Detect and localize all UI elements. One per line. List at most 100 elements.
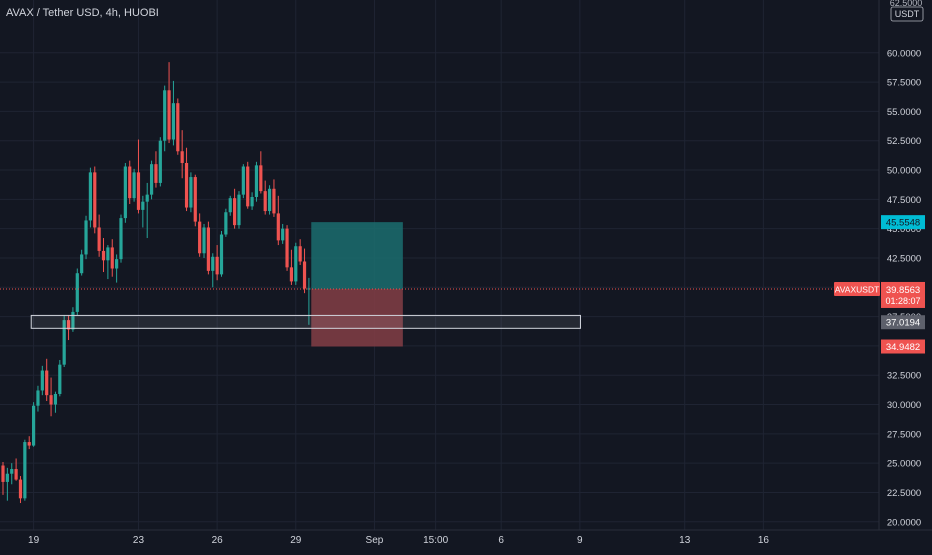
candle [198, 213, 202, 257]
price-tick-label: 22.5000 [887, 488, 921, 499]
currency-label-box[interactable] [890, 6, 924, 22]
candle-body [106, 247, 110, 261]
time-axis[interactable]: 19 23 26 29 Sep 15:00 6 9 13 16 [28, 535, 769, 546]
candle-body [1, 465, 5, 482]
candle-body [110, 247, 114, 269]
candle-body [250, 196, 254, 207]
candle-body [206, 227, 210, 271]
candle-body [101, 250, 106, 261]
candle [154, 151, 158, 188]
candle-body [176, 103, 180, 152]
candle [193, 174, 197, 227]
candle-body [259, 165, 263, 192]
candle-body [80, 254, 84, 274]
candle-body [49, 395, 53, 405]
candle [219, 230, 224, 277]
candle [176, 98, 180, 155]
candle-body [154, 164, 158, 183]
candle [66, 315, 71, 341]
price-tick-label: 20.0000 [887, 517, 921, 528]
candle-body [145, 194, 149, 202]
candle [10, 463, 14, 485]
candle-body [62, 320, 66, 365]
time-tick-label: 29 [290, 535, 302, 546]
last-price-bg [881, 281, 925, 308]
candle [302, 248, 307, 294]
candle [18, 476, 23, 504]
candle-body [167, 90, 171, 140]
candle-body [215, 256, 219, 275]
price-tick-label: 60.0000 [887, 48, 921, 59]
candle-body [45, 370, 49, 396]
candle [285, 225, 289, 271]
time-tick-label: 16 [758, 535, 770, 546]
candle [115, 254, 119, 283]
price-tick-label: 52.5000 [887, 136, 921, 147]
price-tick-label: 27.5000 [887, 429, 921, 440]
candle-body [128, 166, 132, 199]
candle [163, 85, 167, 152]
position-zones [311, 222, 403, 347]
candle [307, 277, 311, 325]
candle [237, 191, 241, 229]
candle-body [31, 405, 36, 446]
symbol-tag-label: AVAXUSDT [835, 284, 880, 294]
price-tick-label: 57.5000 [887, 78, 921, 89]
time-tick-label: 26 [212, 535, 224, 546]
candle [263, 180, 267, 215]
candle-body [289, 267, 294, 282]
candle [259, 151, 263, 194]
candle [23, 439, 27, 501]
candle-body [272, 188, 276, 214]
candle-body [88, 172, 92, 221]
candle [228, 195, 232, 216]
candle-body [5, 473, 9, 482]
candle [45, 358, 49, 402]
candle-body [298, 246, 302, 262]
time-tick-label: 15:00 [423, 535, 448, 546]
candle-body [233, 198, 237, 226]
candle-body [281, 228, 285, 241]
candle-body [263, 191, 267, 212]
candle [167, 62, 171, 144]
candle-body [267, 188, 272, 212]
price-tick-label: 47.5000 [887, 195, 921, 206]
candle-body [302, 261, 307, 289]
candle [145, 182, 149, 239]
candle [53, 391, 58, 413]
candle [128, 160, 132, 205]
candle-body [10, 469, 14, 474]
price-tick-label: 55.0000 [887, 107, 921, 118]
candle [272, 179, 276, 217]
candle-body [158, 140, 162, 183]
candle-body [180, 151, 184, 163]
candle-body [163, 90, 167, 141]
candle-body [18, 479, 23, 499]
candle [97, 214, 101, 257]
candle [149, 160, 154, 200]
candle-body [97, 227, 101, 251]
candle [110, 239, 114, 277]
last-price-value: 39.8563 [886, 285, 920, 296]
time-tick-label: 13 [679, 535, 691, 546]
top-partial-price: 62.5000 [890, 0, 923, 8]
candles-layer [1, 62, 311, 504]
candle-body [307, 288, 311, 290]
candle [1, 461, 5, 495]
candle [27, 436, 31, 450]
loss-zone [311, 288, 403, 347]
candle-body [184, 162, 189, 208]
candle [254, 161, 259, 202]
candle-body [224, 212, 228, 235]
candle [80, 249, 84, 276]
candle [246, 161, 250, 209]
candle [171, 80, 176, 146]
candle [224, 208, 228, 237]
candle-body [93, 172, 97, 228]
candle-body [294, 246, 298, 282]
currency-label: USDT [895, 9, 920, 19]
candle [58, 359, 62, 397]
candle [267, 185, 272, 215]
